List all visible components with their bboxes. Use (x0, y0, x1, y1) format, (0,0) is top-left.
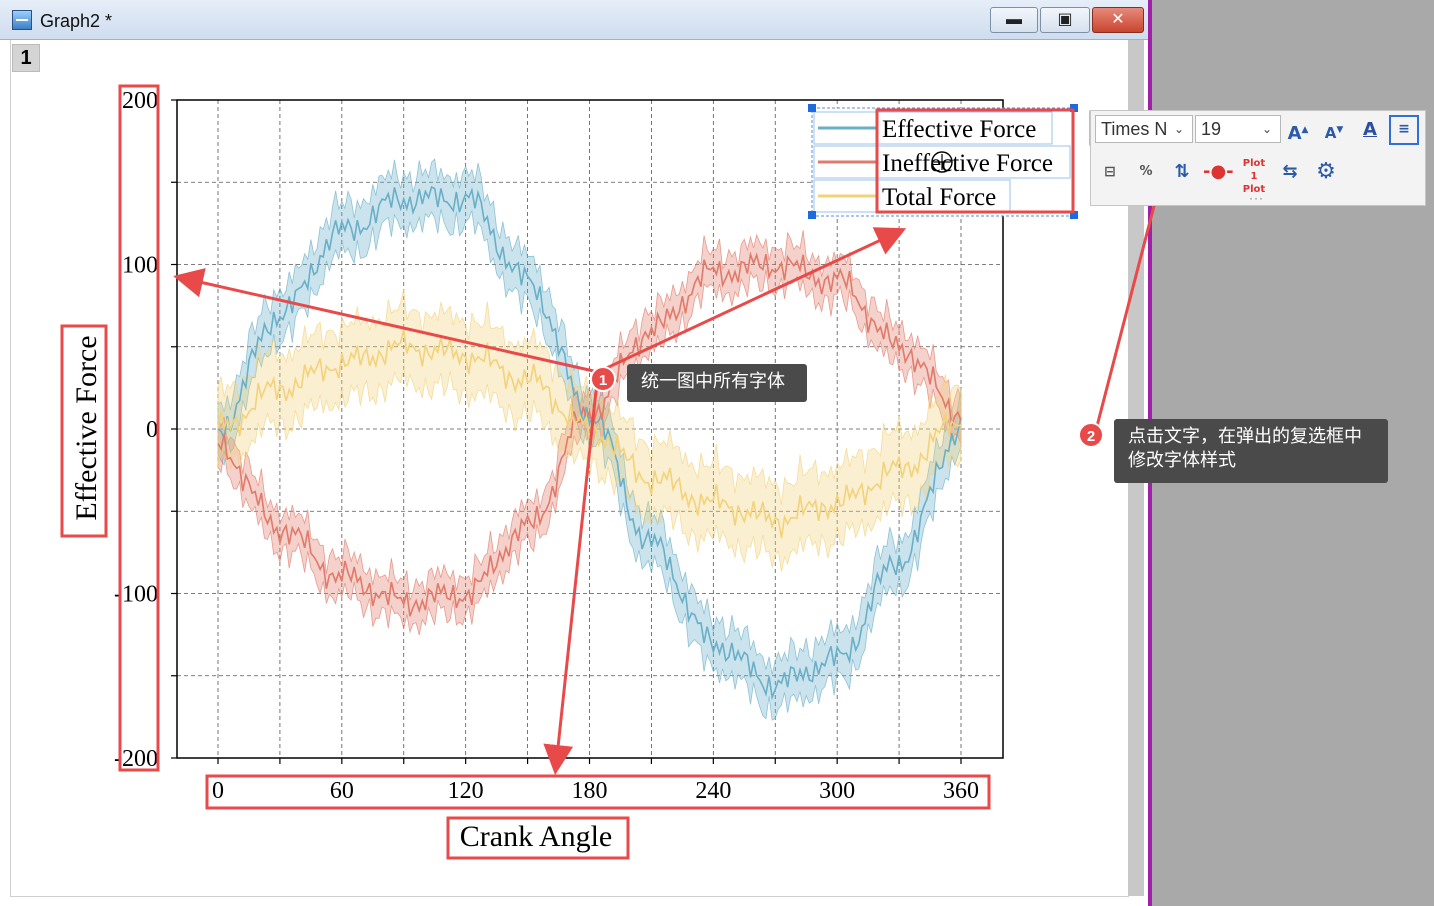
wrap-icon[interactable]: ⇆ (1282, 161, 1298, 182)
legend-row-box (813, 145, 1071, 179)
step2-callout: 点击文字，在弹出的复选框中 修改字体样式 (1114, 419, 1388, 483)
legend-layout-icon[interactable]: ⊟ (1104, 164, 1116, 180)
legend-row-box (813, 111, 1053, 145)
line-symbol-icon[interactable]: -●- (1203, 161, 1234, 182)
legend-resize-handle[interactable] (808, 104, 816, 112)
step1-callout: 统一图中所有字体 (627, 364, 807, 402)
close-button[interactable]: ✕ (1092, 7, 1144, 33)
series-band-2[interactable] (217, 289, 962, 572)
chevron-down-icon: ⌄ (1261, 122, 1272, 136)
x-tick-label[interactable]: 240 (695, 778, 731, 804)
plot-order-icon[interactable]: Plot 1 Plot (1242, 158, 1266, 195)
legend-label-effective[interactable]: Effective Force (882, 116, 1036, 143)
sort-icon[interactable]: ⇅ (1174, 161, 1190, 182)
highlight-y-tick-labels (118, 84, 160, 772)
mini-toolbar: Times N ⌄ 19 ⌄ A▲ A▼ A ≡ ⊟ % ⇅ -●- Plot … (1090, 110, 1426, 206)
font-name-value: Times N (1101, 119, 1168, 139)
step2-callout-line2: 修改字体样式 (1128, 450, 1236, 471)
font-size-dropdown[interactable]: 19 ⌄ (1195, 115, 1281, 143)
gear-icon[interactable]: ⚙ (1316, 159, 1336, 184)
maximize-button[interactable]: ▣ (1040, 7, 1090, 33)
step2-callout-line1: 点击文字，在弹出的复选框中 (1128, 426, 1362, 447)
series-line-1[interactable] (217, 251, 962, 617)
graph-app-icon (12, 10, 32, 30)
y-tick-label[interactable]: 0 (146, 417, 158, 443)
x-tick-label[interactable]: 360 (943, 778, 979, 804)
x-tick-label[interactable]: 120 (448, 778, 484, 804)
x-tick-label[interactable]: 300 (819, 778, 855, 804)
decrease-font-size-icon[interactable]: A▼ (1324, 124, 1344, 142)
step-badge-2: 2 (1078, 422, 1104, 448)
legend-resize-handle[interactable] (1070, 104, 1078, 112)
legend-label-total[interactable]: Total Force (882, 184, 996, 211)
x-axis-title[interactable]: Crank Angle (460, 820, 612, 853)
highlight-y-axis-title (60, 324, 108, 538)
series-line-0[interactable] (217, 185, 962, 701)
x-tick-label[interactable]: 180 (572, 778, 608, 804)
minimize-button[interactable]: ▬ (990, 7, 1038, 33)
y-tick-label[interactable]: 100 (122, 253, 158, 279)
graph-page[interactable] (10, 40, 1129, 897)
highlight-legend (875, 108, 1075, 214)
y-axis-title[interactable]: Effective Force (70, 335, 103, 520)
layer-tab-1[interactable]: 1 (12, 44, 40, 72)
arrow-to-x-ticks (543, 371, 600, 775)
axis-ticks (171, 99, 962, 764)
legend[interactable]: Effective Force Ineffective Force Total … (808, 104, 1078, 219)
arrow-to-legend (597, 227, 907, 374)
window-title: Graph2 * (40, 11, 113, 31)
x-tick-labels: 0 60 120 180 240 300 360 (212, 778, 979, 804)
font-color-icon[interactable]: A (1363, 119, 1377, 140)
toolbar-more-handle[interactable]: ··· (1249, 191, 1264, 205)
y-tick-label[interactable]: 200 (122, 88, 158, 114)
font-name-dropdown[interactable]: Times N ⌄ (1095, 115, 1193, 143)
title-bar[interactable]: Graph2 * ▬ ▣ ✕ (0, 0, 1148, 40)
step-badge-1: 1 (590, 366, 616, 392)
increase-font-size-icon[interactable]: A▲ (1287, 123, 1309, 144)
percent-icon[interactable]: % (1139, 164, 1153, 179)
legend-resize-handle[interactable] (808, 211, 816, 219)
legend-label-ineffective[interactable]: Ineffective Force (882, 150, 1053, 177)
legend-settings-icon[interactable]: ≡ (1389, 115, 1419, 145)
arrow-to-y-ticks (173, 267, 599, 374)
legend-resize-handle[interactable] (1070, 211, 1078, 219)
chevron-down-icon: ⌄ (1173, 122, 1184, 136)
highlight-x-axis-title (446, 816, 630, 860)
font-size-value: 19 (1201, 119, 1222, 139)
x-tick-label[interactable]: 60 (330, 778, 354, 804)
x-tick-label[interactable]: 0 (212, 778, 224, 804)
highlight-x-tick-labels (205, 774, 991, 810)
move-cursor-icon (931, 151, 953, 173)
